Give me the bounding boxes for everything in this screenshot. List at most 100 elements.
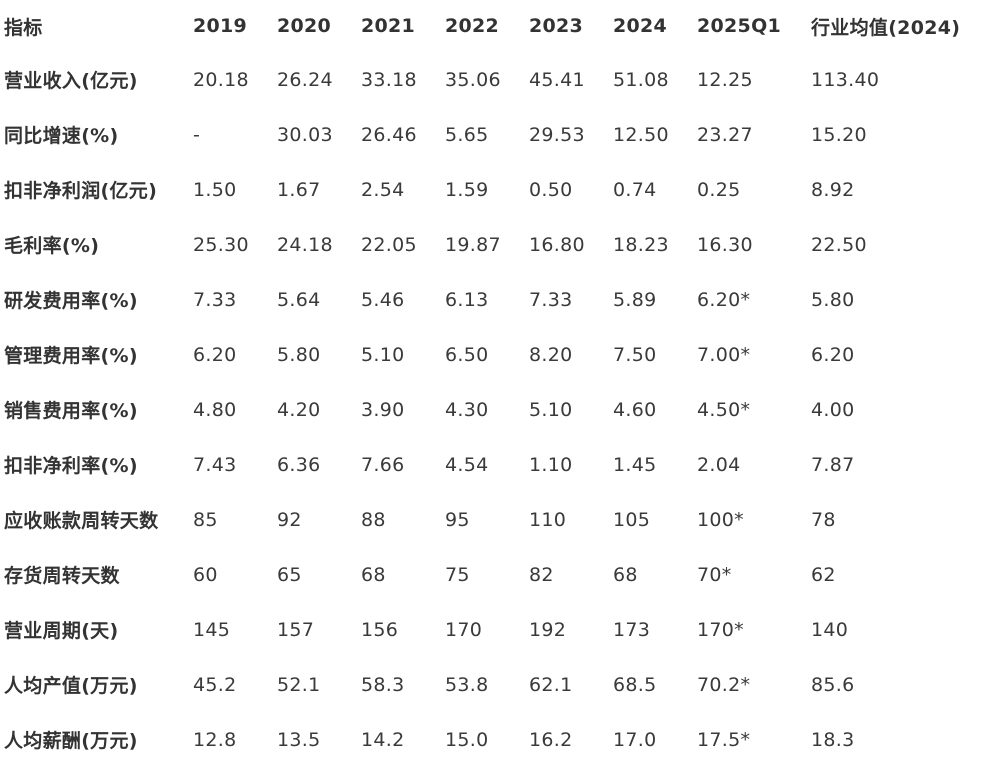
row-label: 人均薪酬(万元)	[4, 730, 138, 752]
table-cell: 68	[361, 563, 386, 586]
table-cell: 30.03	[277, 123, 333, 146]
table-cell: 16.30	[697, 233, 753, 256]
table-body: 营业收入(亿元) 20.18 26.24 33.18 35.06 45.41 51.08 12…	[0, 52, 987, 767]
table-cell: 5.65	[445, 123, 489, 146]
table-row: 扣非净利率(%) 7.43 6.36 7.66 4.54 1.10 1.45 2.04 7.87	[0, 437, 987, 492]
table-cell: 7.87	[811, 453, 855, 476]
table-cell: 15.20	[811, 123, 867, 146]
table-cell: 25.30	[193, 233, 249, 256]
table-cell: 5.64	[277, 288, 321, 311]
table-cell: 6.13	[445, 288, 489, 311]
table-header: 指标 2019 2020 2021 2022 2023 2024 2025Q1 行业均值(202…	[0, 0, 987, 52]
table-cell: 7.33	[529, 288, 573, 311]
table-cell: 156	[361, 618, 399, 641]
table-cell: 4.50*	[697, 398, 751, 421]
table-cell: 22.05	[361, 233, 417, 256]
table-cell: 17.0	[613, 728, 657, 751]
table-cell: 140	[811, 618, 849, 641]
column-header: 2023	[529, 15, 584, 37]
table-cell: 1.45	[613, 453, 657, 476]
table-cell: 62.1	[529, 673, 573, 696]
table-cell: 78	[811, 508, 836, 531]
table-row: 应收账款周转天数 85 92 88 95 110 105 100* 78	[0, 492, 987, 547]
row-label: 毛利率(%)	[4, 235, 100, 257]
table-row: 扣非净利润(亿元) 1.50 1.67 2.54 1.59 0.50 0.74 0.25 8.9…	[0, 162, 987, 217]
table-cell: 75	[445, 563, 470, 586]
column-header-metric: 指标	[4, 16, 43, 39]
table-cell: 60	[193, 563, 218, 586]
table-cell: 6.50	[445, 343, 489, 366]
table-cell: 18.3	[811, 728, 855, 751]
table-cell: 15.0	[445, 728, 489, 751]
table-cell: 5.80	[277, 343, 321, 366]
row-label: 销售费用率(%)	[4, 400, 138, 422]
table-cell: 85.6	[811, 673, 855, 696]
table-row: 毛利率(%) 25.30 24.18 22.05 19.87 16.80 18.23 16.3…	[0, 217, 987, 272]
row-label: 研发费用率(%)	[4, 290, 138, 312]
table-cell: 6.20	[811, 343, 855, 366]
table-cell: 7.43	[193, 453, 237, 476]
row-label: 同比增速(%)	[4, 125, 119, 147]
table-cell: 145	[193, 618, 231, 641]
row-label: 应收账款周转天数	[4, 510, 159, 532]
table-cell: 20.18	[193, 68, 249, 91]
table-cell: 6.36	[277, 453, 321, 476]
table-cell: 26.46	[361, 123, 417, 146]
row-label: 人均产值(万元)	[4, 675, 138, 697]
table-row: 研发费用率(%) 7.33 5.64 5.46 6.13 7.33 5.89 6.20* 5.8…	[0, 272, 987, 327]
table-cell: 4.30	[445, 398, 489, 421]
table-cell: 192	[529, 618, 567, 641]
row-label: 扣非净利率(%)	[4, 455, 138, 477]
table-cell: 17.5*	[697, 728, 751, 751]
table-cell: 19.87	[445, 233, 501, 256]
table-cell: 113.40	[811, 68, 880, 91]
table-cell: 5.80	[811, 288, 855, 311]
table-cell: -	[193, 123, 201, 146]
table-cell: 0.74	[613, 178, 657, 201]
column-header: 2025Q1	[697, 15, 782, 37]
table-cell: 4.80	[193, 398, 237, 421]
table-cell: 157	[277, 618, 315, 641]
table-row: 销售费用率(%) 4.80 4.20 3.90 4.30 5.10 4.60 4.50* 4.0…	[0, 382, 987, 437]
column-header: 2024	[613, 15, 668, 37]
table-cell: 4.00	[811, 398, 855, 421]
table-cell: 100*	[697, 508, 744, 531]
table-cell: 6.20	[193, 343, 237, 366]
table-cell: 1.59	[445, 178, 489, 201]
table-cell: 0.25	[697, 178, 741, 201]
table-cell: 68	[613, 563, 638, 586]
row-label: 存货周转天数	[4, 565, 120, 587]
table-cell: 5.10	[529, 398, 573, 421]
table-cell: 1.67	[277, 178, 321, 201]
table-cell: 4.54	[445, 453, 489, 476]
table-cell: 7.33	[193, 288, 237, 311]
table-cell: 45.41	[529, 68, 585, 91]
table-cell: 24.18	[277, 233, 333, 256]
table-cell: 16.2	[529, 728, 573, 751]
header-row: 指标 2019 2020 2021 2022 2023 2024 2025Q1 行业均值(202…	[0, 0, 987, 52]
column-header: 行业均值(2024)	[811, 16, 961, 39]
table-row: 营业周期(天) 145 157 156 170 192 173 170* 140	[0, 602, 987, 657]
table-cell: 85	[193, 508, 218, 531]
table-row: 营业收入(亿元) 20.18 26.24 33.18 35.06 45.41 51.08 12…	[0, 52, 987, 107]
table-cell: 95	[445, 508, 470, 531]
table-cell: 16.80	[529, 233, 585, 256]
table-cell: 3.90	[361, 398, 405, 421]
table-cell: 70*	[697, 563, 732, 586]
table-cell: 170*	[697, 618, 744, 641]
table-cell: 23.27	[697, 123, 753, 146]
table-cell: 58.3	[361, 673, 405, 696]
table-cell: 14.2	[361, 728, 405, 751]
table-cell: 62	[811, 563, 836, 586]
table-cell: 53.8	[445, 673, 489, 696]
table-cell: 13.5	[277, 728, 321, 751]
table-cell: 12.8	[193, 728, 237, 751]
column-header: 2020	[277, 15, 332, 37]
table-row: 管理费用率(%) 6.20 5.80 5.10 6.50 8.20 7.50 7.00* 6.2…	[0, 327, 987, 382]
row-label: 扣非净利润(亿元)	[4, 180, 158, 202]
table-cell: 2.04	[697, 453, 741, 476]
table-cell: 35.06	[445, 68, 501, 91]
table-cell: 33.18	[361, 68, 417, 91]
table-cell: 7.50	[613, 343, 657, 366]
